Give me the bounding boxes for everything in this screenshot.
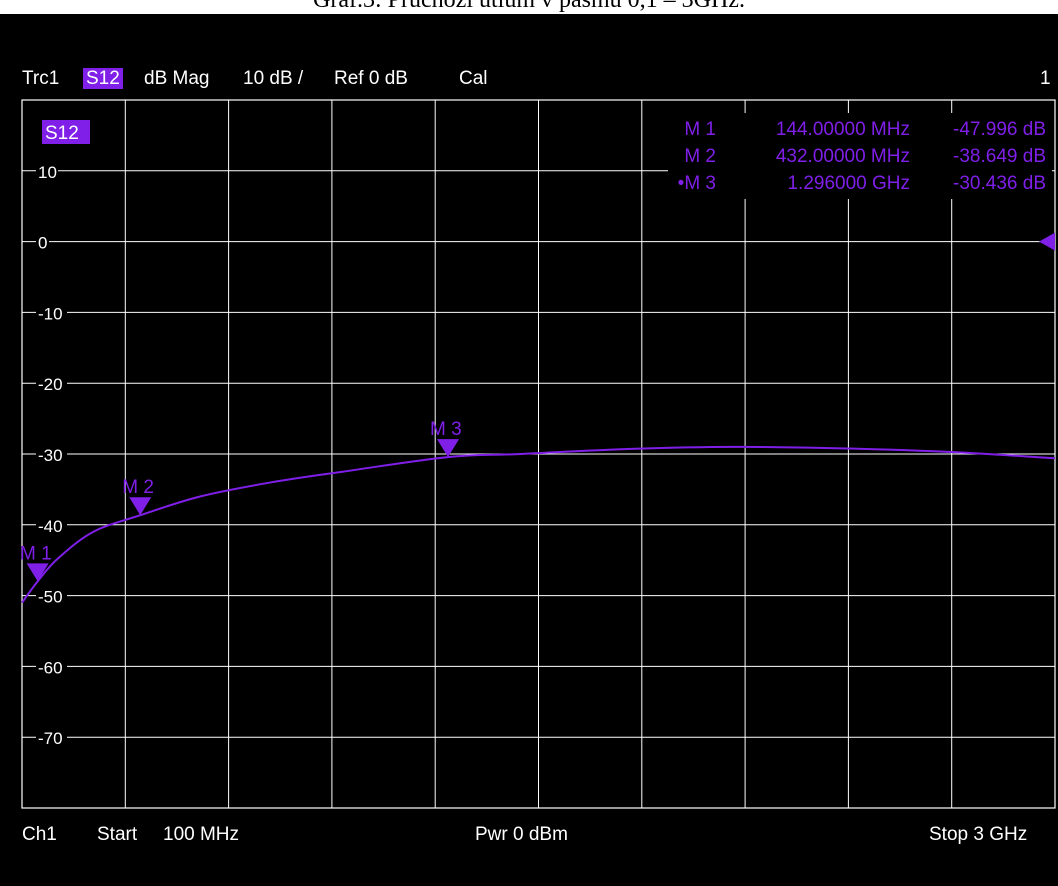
trace-label-background bbox=[42, 120, 90, 144]
tick-label-background bbox=[36, 444, 67, 464]
figure-caption: Graf.3: Průchozí útlum v pásmu 0,1 – 3GH… bbox=[313, 0, 745, 13]
s-parameter-badge[interactable]: S12 bbox=[83, 68, 123, 90]
trace-number: 1 bbox=[1040, 68, 1051, 89]
marker-label: M 2 bbox=[122, 477, 154, 498]
marker-readout-frequency: 1.296000 GHz bbox=[787, 173, 910, 194]
tick-label-background bbox=[36, 373, 67, 394]
marker-readout-frequency: 144.00000 MHz bbox=[776, 119, 910, 140]
tick-label-background bbox=[36, 727, 67, 748]
y-tick-label: -30 bbox=[38, 446, 63, 465]
marker-readout-frequency: 432.00000 MHz bbox=[776, 146, 910, 167]
y-tick-label: -10 bbox=[38, 304, 63, 323]
stop-frequency[interactable]: Stop 3 GHz bbox=[929, 824, 1028, 845]
marker-readout-id: •M 3 bbox=[678, 173, 716, 194]
tick-label-background bbox=[36, 656, 67, 677]
tick-label-background bbox=[36, 160, 58, 181]
y-tick-label: 0 bbox=[38, 234, 47, 253]
trace-name[interactable]: Trc1 bbox=[22, 68, 60, 89]
trace-line-s12 bbox=[21, 445, 1056, 604]
marker-triangle bbox=[129, 497, 152, 516]
y-tick-label: -40 bbox=[38, 517, 63, 536]
y-tick-label: -70 bbox=[38, 729, 63, 748]
y-tick-label: -20 bbox=[38, 375, 63, 394]
marker-readout-id: M 2 bbox=[684, 146, 716, 167]
y-tick-label: -60 bbox=[38, 658, 63, 677]
start-frequency[interactable]: 100 MHz bbox=[163, 824, 240, 845]
tick-label-background bbox=[36, 302, 67, 323]
tick-label-background bbox=[36, 514, 67, 535]
marker-triangle bbox=[26, 563, 49, 582]
start-label: Start bbox=[97, 824, 138, 845]
cal-label: Cal bbox=[459, 68, 488, 89]
caption-strip: Graf.3: Průchozí útlum v pásmu 0,1 – 3GH… bbox=[0, 0, 1058, 14]
s-parameter-label: S12 bbox=[83, 68, 123, 89]
marker-table-background bbox=[668, 113, 1052, 199]
marker-label: M 3 bbox=[430, 419, 462, 440]
reference-level-marker bbox=[1039, 232, 1055, 251]
y-tick-label: 10 bbox=[38, 163, 57, 182]
tick-label-background bbox=[36, 231, 49, 252]
trace-label: S12 bbox=[45, 123, 79, 144]
format-label[interactable]: dB Mag bbox=[144, 68, 210, 89]
power-label[interactable]: Pwr 0 dBm bbox=[475, 824, 568, 845]
tick-label-background bbox=[36, 585, 67, 606]
marker-label: M 1 bbox=[20, 543, 52, 564]
marker-readout-value: -30.436 dB bbox=[953, 173, 1046, 194]
y-tick-label: -50 bbox=[38, 588, 63, 607]
marker-readout-value: -47.996 dB bbox=[953, 119, 1046, 140]
marker-triangle bbox=[437, 439, 460, 458]
scale-label[interactable]: 10 dB / bbox=[243, 68, 304, 89]
ref-level-label[interactable]: Ref 0 dB bbox=[334, 68, 408, 89]
marker-readout-id: M 1 bbox=[684, 119, 716, 140]
channel-label[interactable]: Ch1 bbox=[22, 824, 57, 845]
marker-readout-value: -38.649 dB bbox=[953, 146, 1046, 167]
